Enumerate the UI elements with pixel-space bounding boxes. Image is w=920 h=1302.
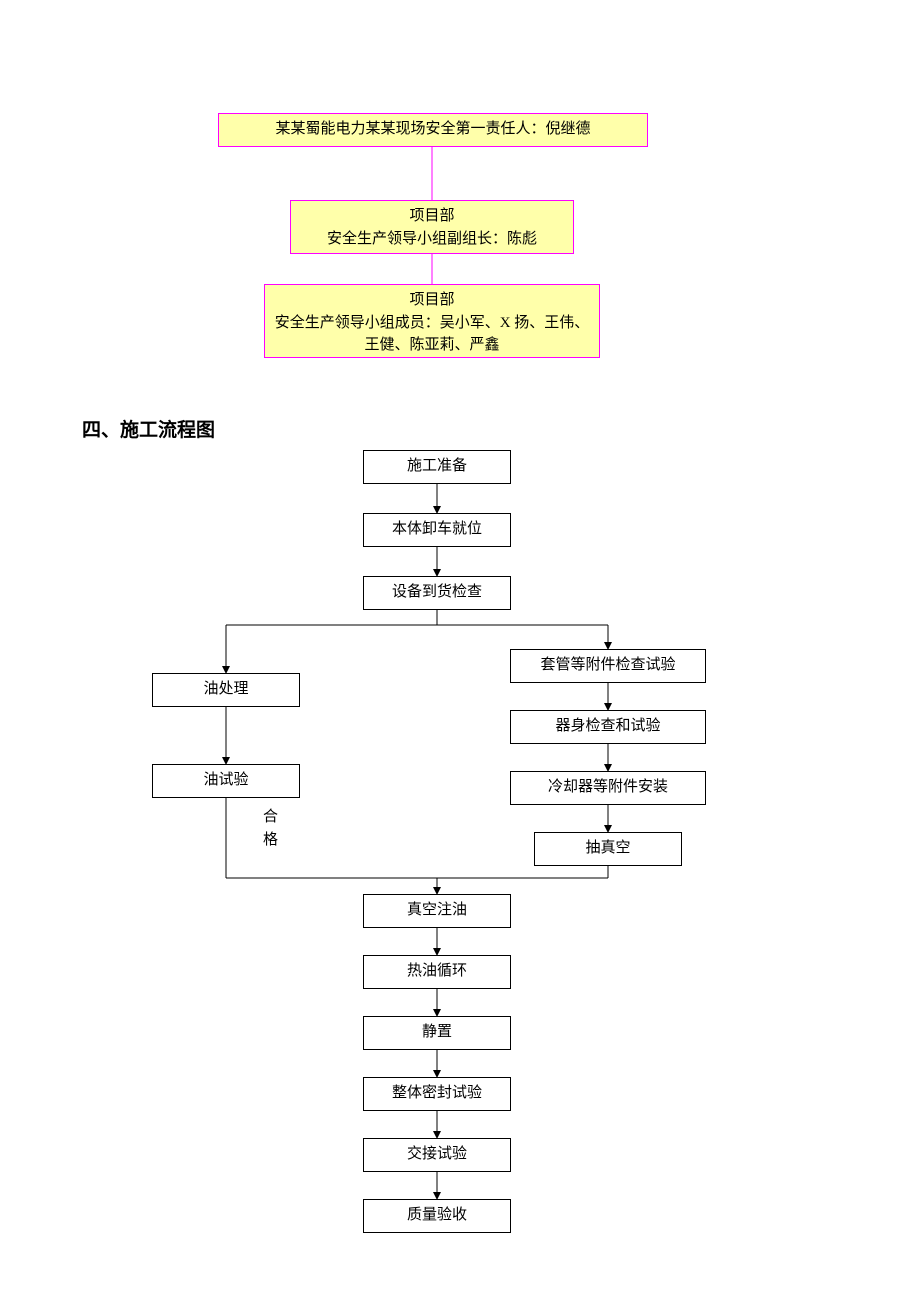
flow-box-standing: 静置 <box>363 1016 511 1050</box>
flow-label: 静置 <box>422 1023 452 1043</box>
flow-box-quality-acceptance: 质量验收 <box>363 1199 511 1233</box>
flow-label: 抽真空 <box>585 839 630 859</box>
flow-box-hot-oil-circ: 热油循环 <box>363 955 511 989</box>
flow-box-oil-test: 油试验 <box>152 764 300 798</box>
flow-box-arrival-check: 设备到货检查 <box>363 576 511 610</box>
flow-label: 交接试验 <box>407 1145 467 1165</box>
flow-box-body-check: 器身检查和试验 <box>510 710 706 744</box>
flow-box-oil-treatment: 油处理 <box>152 673 300 707</box>
flow-label: 冷却器等附件安装 <box>548 778 668 798</box>
flow-box-unloading: 本体卸车就位 <box>363 513 511 547</box>
flow-box-cooler-install: 冷却器等附件安装 <box>510 771 706 805</box>
page-stage: 某某蜀能电力某某现场安全第一责任人：倪继德 项目部安全生产领导小组副组长：陈彪 … <box>0 0 920 1302</box>
flow-label: 器身检查和试验 <box>555 717 660 737</box>
flow-label: 整体密封试验 <box>392 1084 482 1104</box>
org-box-members: 项目部安全生产领导小组成员：吴小军、X 扬、王伟、王健、陈亚莉、严鑫 <box>264 284 600 358</box>
annotation-pass: 合格 <box>263 806 278 851</box>
flow-label: 真空注油 <box>407 901 467 921</box>
flow-label: 设备到货检查 <box>392 583 482 603</box>
flow-label: 油试验 <box>203 771 248 791</box>
flow-label: 热油循环 <box>407 962 467 982</box>
flow-box-handover-test: 交接试验 <box>363 1138 511 1172</box>
flow-label: 本体卸车就位 <box>392 520 482 540</box>
flow-label: 施工准备 <box>407 457 467 477</box>
flow-label: 套管等附件检查试验 <box>540 656 675 676</box>
flow-box-bushing-check: 套管等附件检查试验 <box>510 649 706 683</box>
flow-label: 质量验收 <box>407 1206 467 1226</box>
flow-box-vacuum: 抽真空 <box>534 832 682 866</box>
flow-box-seal-test: 整体密封试验 <box>363 1077 511 1111</box>
flow-box-vacuum-oil-fill: 真空注油 <box>363 894 511 928</box>
org-box-deputy-leader: 项目部安全生产领导小组副组长：陈彪 <box>290 200 574 254</box>
flow-label: 油处理 <box>203 680 248 700</box>
flow-box-preparation: 施工准备 <box>363 450 511 484</box>
section-heading: 四、施工流程图 <box>82 415 215 442</box>
org-box-responsible-person: 某某蜀能电力某某现场安全第一责任人：倪继德 <box>218 113 648 147</box>
